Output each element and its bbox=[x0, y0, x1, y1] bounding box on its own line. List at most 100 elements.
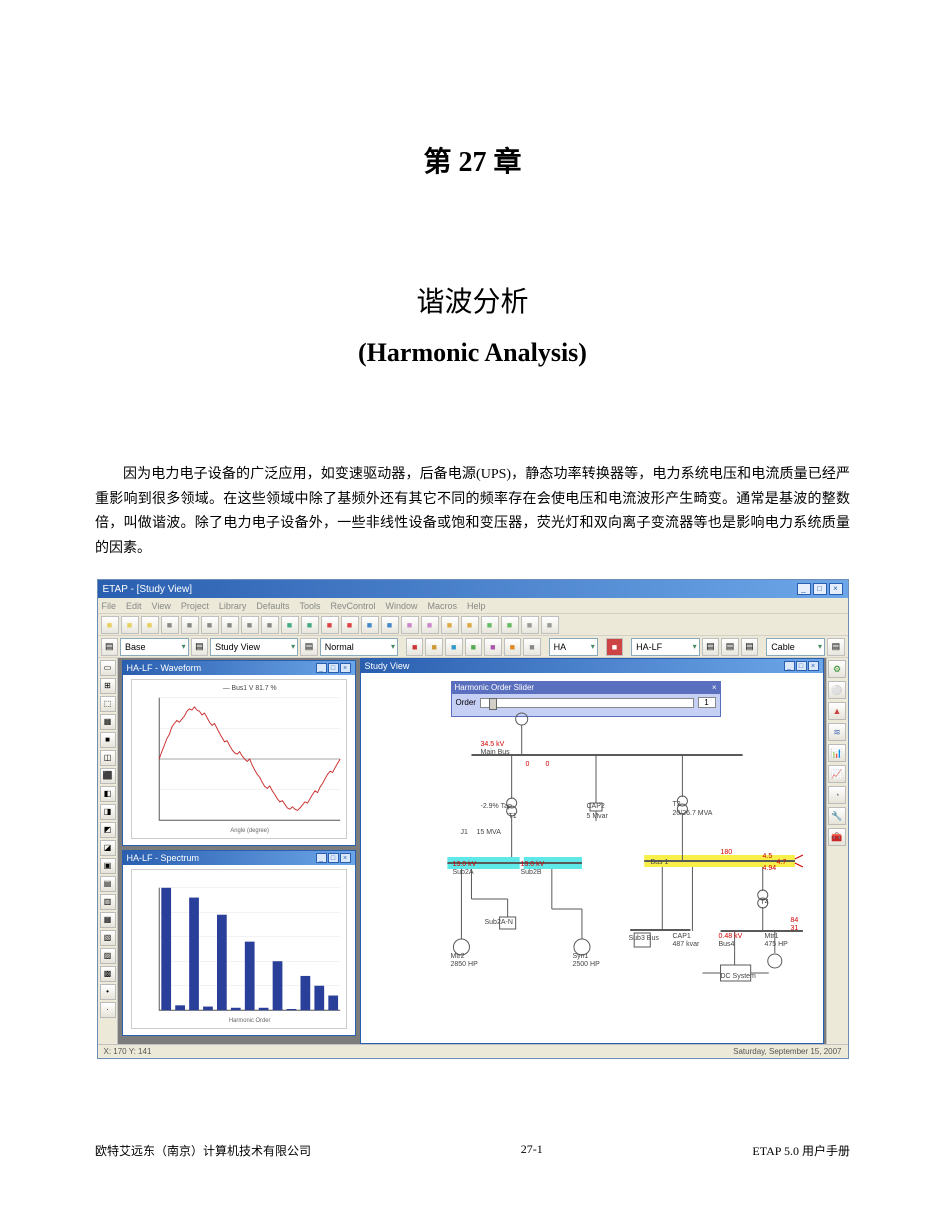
toolbar1-btn-14[interactable]: ■ bbox=[381, 616, 399, 634]
tb2-icon[interactable]: ■ bbox=[465, 638, 483, 656]
tb2-icon[interactable]: ■ bbox=[425, 638, 443, 656]
menu-macros[interactable]: Macros bbox=[428, 601, 458, 611]
close-button[interactable]: × bbox=[829, 583, 843, 595]
right-tool-icon[interactable]: 📊 bbox=[828, 744, 846, 762]
toolbar1-btn-10[interactable]: ■ bbox=[301, 616, 319, 634]
left-tool-icon[interactable]: ▥ bbox=[100, 894, 116, 910]
tb2-icon[interactable]: ▤ bbox=[721, 638, 739, 656]
toolbar1-btn-21[interactable]: ■ bbox=[521, 616, 539, 634]
diagram-label: Bus 1 bbox=[651, 859, 669, 866]
tb2-icon[interactable]: ▤ bbox=[191, 638, 209, 656]
max-icon[interactable]: □ bbox=[796, 661, 807, 671]
left-tool-icon[interactable]: ▤ bbox=[100, 876, 116, 892]
menu-window[interactable]: Window bbox=[386, 601, 418, 611]
left-tool-icon[interactable]: ▩ bbox=[100, 966, 116, 982]
close-icon[interactable]: × bbox=[808, 661, 819, 671]
diagram-label: Sub2B bbox=[521, 869, 542, 876]
tb2-icon[interactable]: ▤ bbox=[741, 638, 759, 656]
diagram-label: Mtr1 bbox=[765, 933, 779, 940]
left-tool-icon[interactable]: ▭ bbox=[100, 660, 116, 676]
toolbar1-btn-9[interactable]: ■ bbox=[281, 616, 299, 634]
toolbar1-btn-1[interactable]: ■ bbox=[121, 616, 139, 634]
spectrum-title-text: HA-LF - Spectrum bbox=[127, 853, 200, 863]
dropdown-ha[interactable]: HA bbox=[549, 638, 598, 656]
toolbar1-btn-20[interactable]: ■ bbox=[501, 616, 519, 634]
left-tool-icon[interactable]: ◪ bbox=[100, 840, 116, 856]
maximize-button[interactable]: □ bbox=[813, 583, 827, 595]
min-icon[interactable]: _ bbox=[316, 853, 327, 863]
toolbar1-btn-0[interactable]: ■ bbox=[101, 616, 119, 634]
max-icon[interactable]: □ bbox=[328, 853, 339, 863]
left-tool-icon[interactable]: ⬛ bbox=[100, 768, 116, 784]
right-tool-icon[interactable]: ▲ bbox=[828, 702, 846, 720]
right-tool-icon[interactable]: ◔ bbox=[828, 786, 846, 804]
right-tool-icon[interactable]: ⚙ bbox=[828, 660, 846, 678]
right-tool-icon[interactable]: 🧰 bbox=[828, 828, 846, 846]
dropdown-studyview[interactable]: Study View bbox=[210, 638, 298, 656]
tb2-icon[interactable]: ■ bbox=[445, 638, 463, 656]
left-tool-icon[interactable]: ▣ bbox=[100, 858, 116, 874]
dropdown-normal[interactable]: Normal bbox=[320, 638, 398, 656]
menu-library[interactable]: Library bbox=[219, 601, 247, 611]
toolbar1-btn-13[interactable]: ■ bbox=[361, 616, 379, 634]
toolbar1-btn-18[interactable]: ■ bbox=[461, 616, 479, 634]
left-tool-icon[interactable]: · bbox=[100, 1002, 116, 1018]
menu-revcontrol[interactable]: RevControl bbox=[330, 601, 375, 611]
left-tool-icon[interactable]: ◨ bbox=[100, 804, 116, 820]
menu-view[interactable]: View bbox=[152, 601, 171, 611]
menu-tools[interactable]: Tools bbox=[299, 601, 320, 611]
menu-defaults[interactable]: Defaults bbox=[256, 601, 289, 611]
left-tool-icon[interactable]: ■ bbox=[100, 732, 116, 748]
right-tool-icon[interactable]: 🔧 bbox=[828, 807, 846, 825]
tb2-icon[interactable]: ■ bbox=[523, 638, 541, 656]
toolbar1-btn-19[interactable]: ■ bbox=[481, 616, 499, 634]
left-tool-icon[interactable]: ▨ bbox=[100, 948, 116, 964]
toolbar1-btn-15[interactable]: ■ bbox=[401, 616, 419, 634]
toolbar1-btn-16[interactable]: ■ bbox=[421, 616, 439, 634]
left-tool-icon[interactable]: ⬚ bbox=[100, 696, 116, 712]
menu-project[interactable]: Project bbox=[181, 601, 209, 611]
left-tool-icon[interactable]: ◧ bbox=[100, 786, 116, 802]
toolbar1-btn-11[interactable]: ■ bbox=[321, 616, 339, 634]
toolbar1-btn-22[interactable]: ■ bbox=[541, 616, 559, 634]
tb2-icon[interactable]: ▤ bbox=[300, 638, 318, 656]
left-tool-icon[interactable]: • bbox=[100, 984, 116, 1000]
dropdown-base[interactable]: Base bbox=[120, 638, 189, 656]
tb2-icon[interactable]: ■ bbox=[606, 638, 624, 656]
menu-edit[interactable]: Edit bbox=[126, 601, 142, 611]
left-tool-icon[interactable]: ▦ bbox=[100, 714, 116, 730]
toolbar1-btn-17[interactable]: ■ bbox=[441, 616, 459, 634]
toolbar1-btn-8[interactable]: ■ bbox=[261, 616, 279, 634]
left-tool-icon[interactable]: ◫ bbox=[100, 750, 116, 766]
left-tool-icon[interactable]: ⊞ bbox=[100, 678, 116, 694]
toolbar1-btn-7[interactable]: ■ bbox=[241, 616, 259, 634]
left-tool-icon[interactable]: ▧ bbox=[100, 930, 116, 946]
tb2-icon[interactable]: ■ bbox=[504, 638, 522, 656]
left-tool-icon[interactable]: ◩ bbox=[100, 822, 116, 838]
menu-help[interactable]: Help bbox=[467, 601, 486, 611]
right-tool-icon[interactable]: 📈 bbox=[828, 765, 846, 783]
toolbar1-btn-12[interactable]: ■ bbox=[341, 616, 359, 634]
tb2-icon[interactable]: ■ bbox=[406, 638, 424, 656]
toolbar1-btn-6[interactable]: ■ bbox=[221, 616, 239, 634]
toolbar1-btn-5[interactable]: ■ bbox=[201, 616, 219, 634]
toolbar1-btn-4[interactable]: ■ bbox=[181, 616, 199, 634]
tb2-icon[interactable]: ■ bbox=[484, 638, 502, 656]
close-icon[interactable]: × bbox=[340, 853, 351, 863]
tb2-icon[interactable]: ▤ bbox=[827, 638, 845, 656]
tb2-icon[interactable]: ▤ bbox=[702, 638, 720, 656]
dropdown-half[interactable]: HA-LF bbox=[631, 638, 700, 656]
close-icon[interactable]: × bbox=[340, 663, 351, 673]
max-icon[interactable]: □ bbox=[328, 663, 339, 673]
min-icon[interactable]: _ bbox=[784, 661, 795, 671]
toolbar1-btn-2[interactable]: ■ bbox=[141, 616, 159, 634]
minimize-button[interactable]: _ bbox=[797, 583, 811, 595]
menu-file[interactable]: File bbox=[102, 601, 117, 611]
dropdown-cable[interactable]: Cable bbox=[766, 638, 825, 656]
tb2-icon[interactable]: ▤ bbox=[101, 638, 119, 656]
right-tool-icon[interactable]: ⚪ bbox=[828, 681, 846, 699]
left-tool-icon[interactable]: ▦ bbox=[100, 912, 116, 928]
right-tool-icon[interactable]: ≋ bbox=[828, 723, 846, 741]
toolbar1-btn-3[interactable]: ■ bbox=[161, 616, 179, 634]
min-icon[interactable]: _ bbox=[316, 663, 327, 673]
